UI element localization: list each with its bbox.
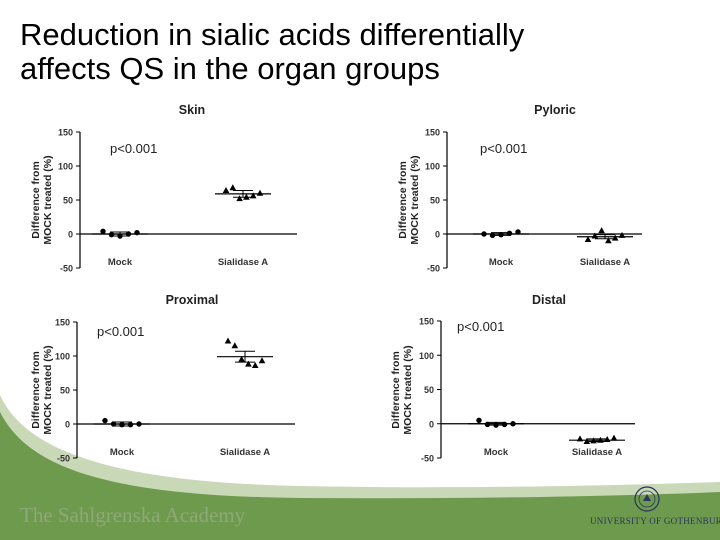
y-tick-label: 150 [58, 128, 73, 138]
x-tick-label: Sialidase A [220, 447, 270, 458]
data-point-mock [102, 417, 108, 424]
y-tick-label: 0 [429, 419, 434, 429]
p-value-annotation: p<0.001 [97, 324, 144, 339]
y-tick-label: 50 [63, 196, 73, 206]
y-tick-label: 150 [55, 318, 70, 328]
title-line-1: Reduction in sialic acids differentially [20, 17, 525, 52]
p-value-annotation: p<0.001 [457, 319, 504, 334]
data-point-mock [501, 421, 508, 428]
x-tick-label: Mock [110, 447, 135, 458]
y-tick-label: 150 [419, 317, 434, 327]
y-tick-label: 50 [424, 385, 434, 395]
data-point-mock [108, 231, 115, 238]
chart-title: Proximal [166, 293, 219, 307]
data-point-sialidase [224, 337, 232, 344]
data-point-sialidase [229, 184, 237, 191]
slide-title: Reduction in sialic acids differentially… [20, 18, 710, 86]
data-point-mock [127, 421, 134, 428]
data-point-sialidase [605, 237, 612, 244]
y-tick-label: -50 [57, 454, 70, 464]
x-tick-label: Mock [484, 447, 509, 458]
data-point-mock [515, 229, 521, 235]
y-tick-label: 100 [55, 352, 70, 362]
y-tick-label: 150 [425, 128, 440, 138]
y-tick-label: -50 [60, 264, 73, 274]
chart-title: Distal [532, 293, 566, 307]
x-tick-label: Sialidase A [218, 257, 268, 268]
data-point-mock [506, 230, 513, 237]
data-point-sialidase [598, 227, 605, 234]
y-tick-label: -50 [427, 264, 440, 274]
y-tick-label: 100 [425, 162, 440, 172]
data-point-sialidase [611, 234, 619, 241]
y-axis-label: Difference fromMOCK treated (%) [390, 345, 414, 434]
data-point-sialidase [245, 360, 252, 367]
data-point-sialidase [238, 355, 245, 362]
data-point-sialidase [251, 362, 259, 369]
y-tick-label: 50 [60, 386, 70, 396]
university-seal-icon [634, 486, 660, 512]
chart-panel-distal: Distal Difference fromMOCK treated (%) -50… [390, 293, 635, 464]
data-point-mock [484, 421, 491, 428]
data-point-sialidase [610, 434, 618, 441]
y-tick-label: 0 [68, 230, 73, 240]
academy-wordmark: The Sahlgrenska Academy [20, 503, 246, 527]
chart-panel-pyloric: Pyloric Difference fromMOCK treated (%) -5… [397, 103, 642, 274]
university-name: UNIVERSITY OF GOTHENBURG [590, 516, 720, 526]
x-tick-label: Sialidase A [572, 447, 622, 458]
chart-panel-proximal: Proximal Difference fromMOCK treated (%) -… [30, 293, 295, 464]
x-tick-label: Mock [108, 257, 133, 268]
p-value-annotation: p<0.001 [110, 141, 157, 156]
green-swoosh-light [0, 395, 720, 499]
y-axis-label: Difference fromMOCK treated (%) [397, 155, 421, 244]
data-point-mock [100, 228, 106, 234]
x-tick-label: Sialidase A [580, 257, 630, 268]
data-point-sialidase [231, 342, 239, 349]
green-swoosh-dark [0, 410, 720, 540]
data-point-sialidase [583, 438, 591, 445]
y-tick-label: 0 [435, 230, 440, 240]
y-tick-label: -50 [421, 454, 434, 464]
y-axis-label: Difference fromMOCK treated (%) [30, 345, 54, 434]
title-line-2: affects QS in the organ groups [20, 51, 440, 86]
y-tick-label: 100 [419, 351, 434, 361]
chart-panel-skin: Skin Difference fromMOCK treated (%) -50 0 5… [30, 103, 297, 274]
data-point-sialidase [256, 189, 264, 196]
y-tick-label: 0 [65, 420, 70, 430]
y-tick-label: 100 [58, 162, 73, 172]
data-point-mock [476, 417, 482, 424]
data-point-sialidase [236, 195, 243, 202]
chart-title: Pyloric [534, 103, 576, 117]
data-point-sialidase [222, 186, 230, 193]
y-tick-label: 50 [430, 196, 440, 206]
x-tick-label: Mock [489, 257, 514, 268]
data-point-sialidase [258, 357, 266, 364]
p-value-annotation: p<0.001 [480, 141, 527, 156]
chart-title: Skin [179, 103, 205, 117]
y-axis-label: Difference fromMOCK treated (%) [30, 155, 54, 244]
data-point-sialidase [584, 235, 592, 242]
